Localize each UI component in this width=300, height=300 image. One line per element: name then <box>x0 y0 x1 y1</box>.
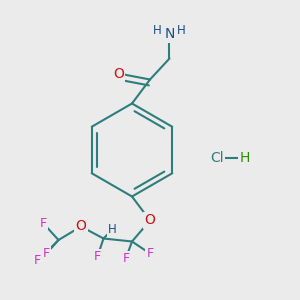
Text: F: F <box>94 250 101 263</box>
Text: F: F <box>146 247 154 260</box>
Text: O: O <box>113 67 124 80</box>
Text: Cl: Cl <box>211 151 224 164</box>
Text: F: F <box>34 254 41 268</box>
Text: F: F <box>40 217 47 230</box>
Text: H: H <box>108 223 117 236</box>
Text: H: H <box>239 151 250 164</box>
Text: H: H <box>177 23 186 37</box>
Text: H: H <box>153 23 162 37</box>
Text: F: F <box>122 251 130 265</box>
Text: O: O <box>76 220 86 233</box>
Text: F: F <box>43 247 50 260</box>
Text: O: O <box>145 214 155 227</box>
Text: N: N <box>164 28 175 41</box>
